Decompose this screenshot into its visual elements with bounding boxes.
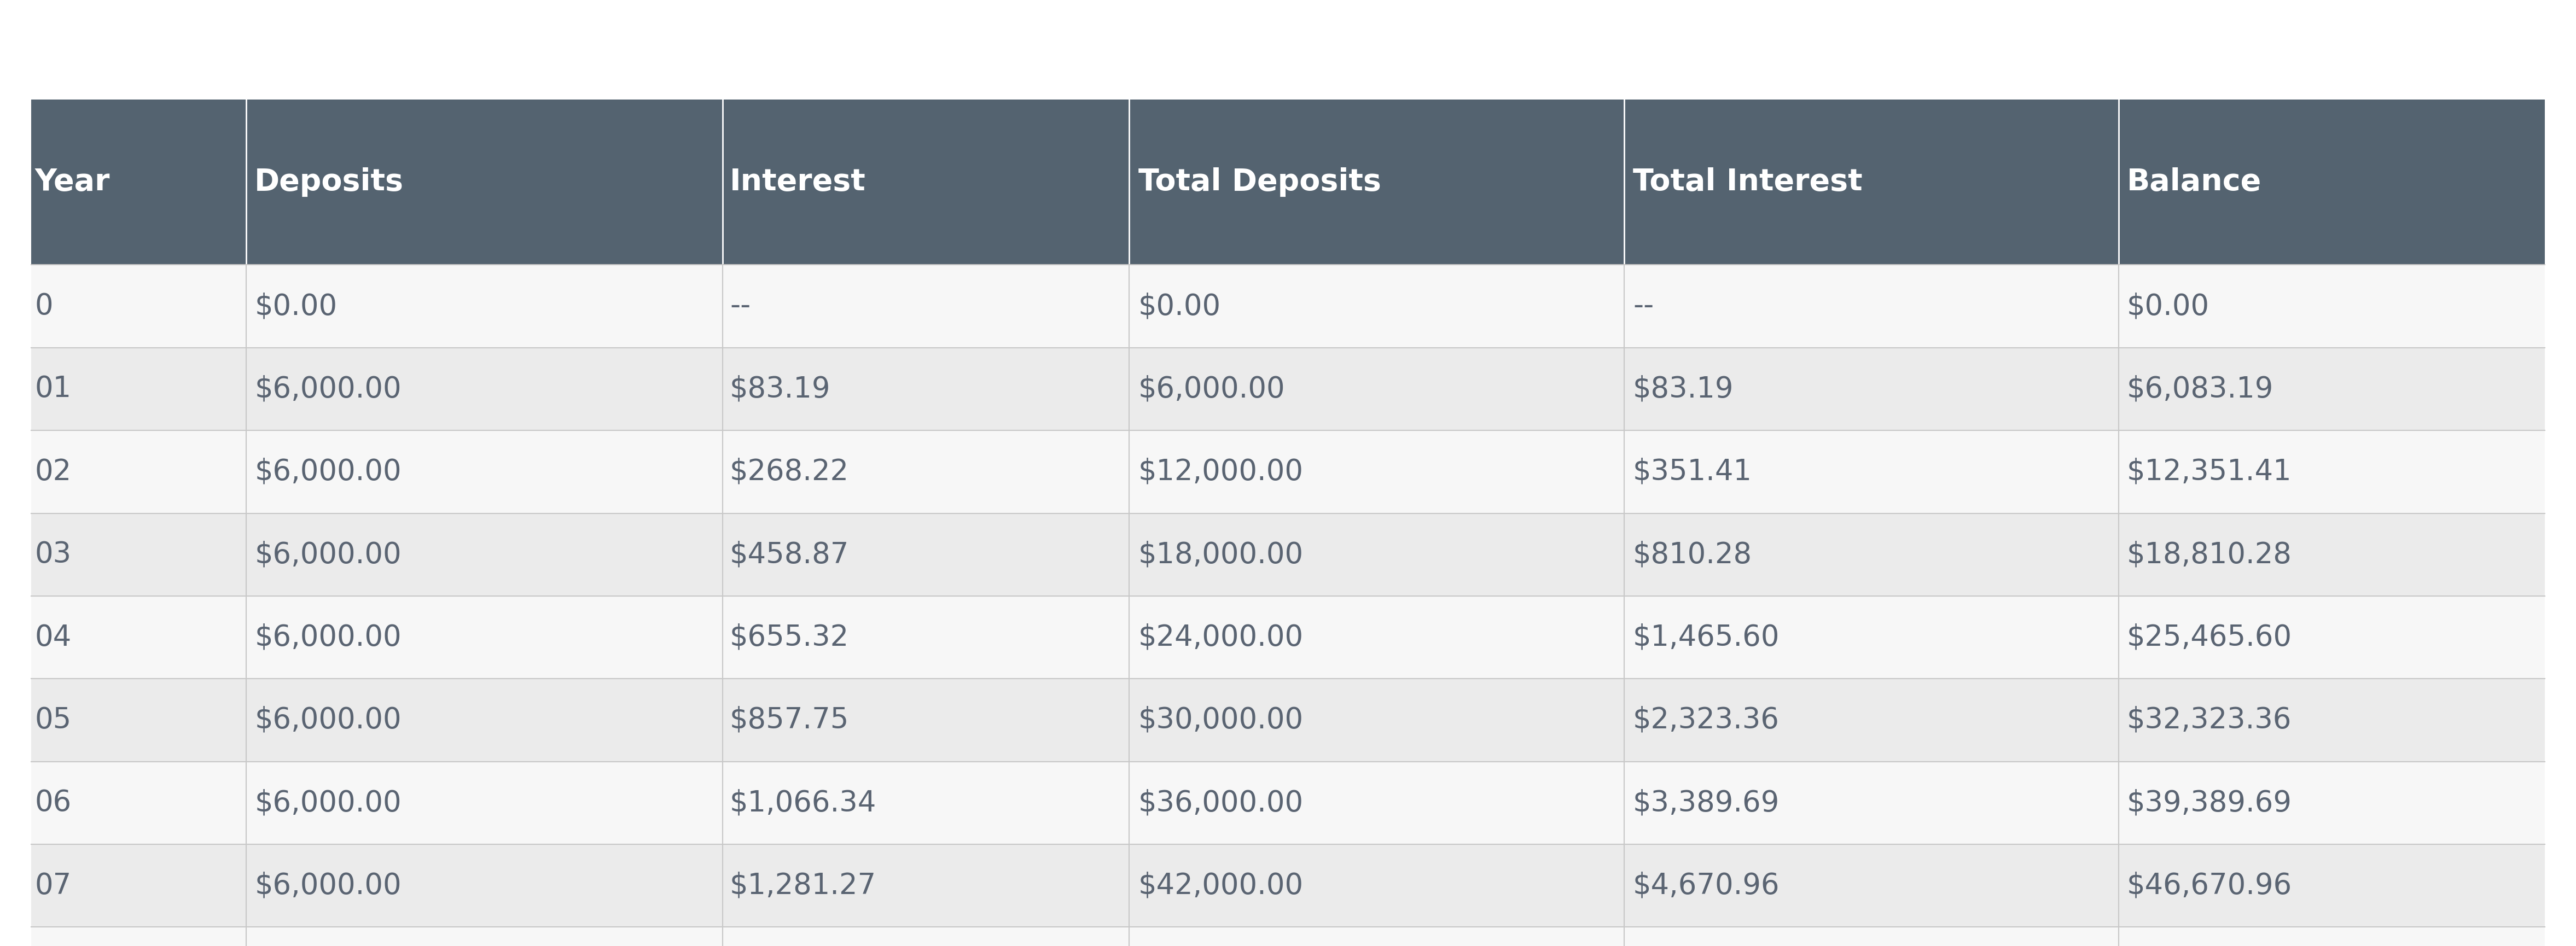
- Bar: [31, 348, 2545, 430]
- Text: $6,000.00: $6,000.00: [255, 375, 402, 403]
- Text: $3,389.69: $3,389.69: [1633, 789, 1780, 817]
- Text: Balance: Balance: [2128, 167, 2262, 197]
- Text: Year: Year: [36, 167, 111, 197]
- Text: 06: 06: [36, 789, 72, 817]
- Bar: [2120, 99, 2545, 265]
- Text: 02: 02: [36, 458, 72, 486]
- Text: $0.00: $0.00: [255, 292, 337, 321]
- Text: $25,465.60: $25,465.60: [2128, 623, 2293, 652]
- Text: $46,670.96: $46,670.96: [2128, 871, 2293, 900]
- Text: $655.32: $655.32: [729, 623, 850, 652]
- Text: $6,000.00: $6,000.00: [255, 540, 402, 569]
- Bar: [31, 762, 2545, 844]
- Text: $12,351.41: $12,351.41: [2128, 458, 2293, 486]
- Text: --: --: [1633, 292, 1654, 321]
- Bar: [1128, 99, 1623, 265]
- Text: $857.75: $857.75: [729, 706, 850, 734]
- Text: $12,000.00: $12,000.00: [1139, 458, 1303, 486]
- Text: $810.28: $810.28: [1633, 540, 1752, 569]
- Text: $0.00: $0.00: [2128, 292, 2210, 321]
- Text: 07: 07: [36, 871, 72, 900]
- Text: $18,000.00: $18,000.00: [1139, 540, 1303, 569]
- Text: 03: 03: [36, 540, 72, 569]
- Text: $0.00: $0.00: [1139, 292, 1221, 321]
- Text: Total Deposits: Total Deposits: [1139, 167, 1381, 197]
- Bar: [245, 99, 721, 265]
- Text: $6,000.00: $6,000.00: [255, 706, 402, 734]
- Bar: [1623, 99, 2120, 265]
- Text: $42,000.00: $42,000.00: [1139, 871, 1303, 900]
- Text: $18,810.28: $18,810.28: [2128, 540, 2293, 569]
- Text: 04: 04: [36, 623, 72, 652]
- Text: $36,000.00: $36,000.00: [1139, 789, 1303, 817]
- Text: $32,323.36: $32,323.36: [2128, 706, 2293, 734]
- Text: $83.19: $83.19: [1633, 375, 1734, 403]
- Text: --: --: [729, 292, 750, 321]
- Text: $6,083.19: $6,083.19: [2128, 375, 2275, 403]
- Bar: [31, 265, 2545, 348]
- Bar: [31, 430, 2545, 514]
- Text: $6,000.00: $6,000.00: [255, 871, 402, 900]
- Text: Interest: Interest: [729, 167, 866, 197]
- Bar: [31, 596, 2545, 679]
- Text: $24,000.00: $24,000.00: [1139, 623, 1303, 652]
- Text: $83.19: $83.19: [729, 375, 829, 403]
- Text: $1,465.60: $1,465.60: [1633, 623, 1780, 652]
- Text: $39,389.69: $39,389.69: [2128, 789, 2293, 817]
- Text: 01: 01: [36, 375, 72, 403]
- Bar: [31, 927, 2545, 946]
- Text: $1,066.34: $1,066.34: [729, 789, 876, 817]
- Bar: [721, 99, 1128, 265]
- Text: 05: 05: [36, 706, 72, 734]
- Bar: [31, 679, 2545, 762]
- Text: Total Interest: Total Interest: [1633, 167, 1862, 197]
- Text: $30,000.00: $30,000.00: [1139, 706, 1303, 734]
- Text: $6,000.00: $6,000.00: [255, 623, 402, 652]
- Text: $6,000.00: $6,000.00: [255, 458, 402, 486]
- Text: $458.87: $458.87: [729, 540, 850, 569]
- Text: $351.41: $351.41: [1633, 458, 1752, 486]
- Text: $6,000.00: $6,000.00: [1139, 375, 1285, 403]
- Text: $1,281.27: $1,281.27: [729, 871, 876, 900]
- Bar: [31, 844, 2545, 927]
- Text: $6,000.00: $6,000.00: [255, 789, 402, 817]
- Text: $268.22: $268.22: [729, 458, 850, 486]
- Text: $2,323.36: $2,323.36: [1633, 706, 1780, 734]
- Bar: [31, 99, 245, 265]
- Text: $4,670.96: $4,670.96: [1633, 871, 1780, 900]
- Bar: [31, 513, 2545, 596]
- Text: Deposits: Deposits: [255, 167, 404, 197]
- Text: 0: 0: [36, 292, 54, 321]
